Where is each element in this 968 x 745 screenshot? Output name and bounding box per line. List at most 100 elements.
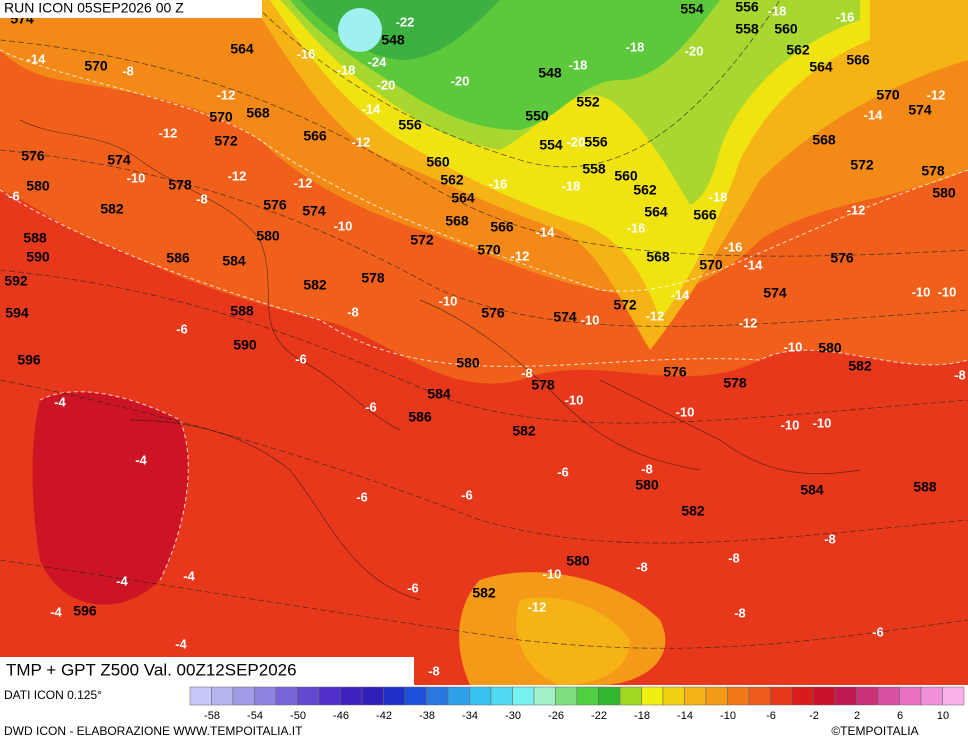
temperature-label: -14 xyxy=(27,51,47,66)
temperature-label: -8 xyxy=(954,367,966,382)
geopotential-label: 570 xyxy=(209,109,233,125)
scale-swatch xyxy=(727,686,750,706)
temperature-label: -12 xyxy=(159,125,178,140)
geopotential-label: 576 xyxy=(663,364,687,380)
scale-label: -50 xyxy=(290,710,306,722)
temperature-label: -16 xyxy=(836,9,855,24)
temperature-label: -10 xyxy=(784,339,803,354)
temperature-label: -6 xyxy=(8,188,20,203)
geopotential-label: 560 xyxy=(614,168,638,184)
geopotential-label: 578 xyxy=(921,163,945,179)
scale-swatch xyxy=(318,686,341,706)
temperature-label: -10 xyxy=(912,284,931,299)
scale-swatch xyxy=(469,686,492,706)
scale-swatch xyxy=(641,686,664,706)
scale-label: -42 xyxy=(376,710,392,722)
temperature-label: -4 xyxy=(116,573,128,588)
temperature-label: -14 xyxy=(536,224,556,239)
geopotential-label: 592 xyxy=(4,273,28,289)
scale-label: -14 xyxy=(677,710,693,722)
temperature-label: -6 xyxy=(557,464,569,479)
temperature-label: -14 xyxy=(671,287,691,302)
scale-swatch xyxy=(555,686,578,706)
geopotential-label: 576 xyxy=(21,148,45,164)
temperature-label: -14 xyxy=(864,107,884,122)
temperature-label: -18 xyxy=(562,178,581,193)
geopotential-label: 558 xyxy=(582,161,606,177)
geopotential-label: 580 xyxy=(566,553,590,569)
scale-swatch xyxy=(920,686,943,706)
temperature-label: -18 xyxy=(768,3,787,18)
scale-swatch xyxy=(275,686,298,706)
scale-swatch xyxy=(211,686,234,706)
temperature-label: -12 xyxy=(217,87,236,102)
scale-swatch xyxy=(813,686,836,706)
geopotential-label: 588 xyxy=(23,230,47,246)
temperature-label: -24 xyxy=(368,54,388,69)
temperature-label: -18 xyxy=(337,62,356,77)
geopotential-label: 582 xyxy=(472,585,496,601)
temperature-label: -10 xyxy=(334,218,353,233)
temperature-label: -16 xyxy=(627,220,646,235)
scale-label: 10 xyxy=(937,710,949,722)
geopotential-label: 576 xyxy=(830,250,854,266)
scale-label: -26 xyxy=(548,710,564,722)
scale-swatch xyxy=(662,686,685,706)
geopotential-label: 594 xyxy=(5,305,29,321)
temperature-label: -4 xyxy=(50,604,62,619)
geopotential-label: 572 xyxy=(214,133,238,149)
temperature-label: -8 xyxy=(347,304,359,319)
scale-swatch xyxy=(189,686,212,706)
geopotential-label: 578 xyxy=(723,375,747,391)
temperature-label: -8 xyxy=(824,531,836,546)
geopotential-label: 590 xyxy=(26,249,50,265)
geopotential-label: 590 xyxy=(233,337,257,353)
temperature-label: -6 xyxy=(176,321,188,336)
geopotential-label: 574 xyxy=(302,203,326,219)
geopotential-label: 570 xyxy=(84,58,108,74)
geopotential-label: 570 xyxy=(699,257,723,273)
geopotential-label: 576 xyxy=(481,305,505,321)
color-scale: -58 -54 -50 -46 -42 -38 -34 -30 -26 -22 -18 -14 -10-… xyxy=(189,686,965,722)
temperature-label: -6 xyxy=(407,580,419,595)
geopotential-label: 582 xyxy=(681,503,705,519)
scale-swatch xyxy=(834,686,857,706)
geopotential-label: 574 xyxy=(107,152,131,168)
geopotential-label: 572 xyxy=(850,157,874,173)
temperature-label: -10 xyxy=(781,417,800,432)
geopotential-label: 552 xyxy=(576,94,600,110)
scale-label: -30 xyxy=(505,710,521,722)
temperature-label: -8 xyxy=(641,461,653,476)
geopotential-label: 554 xyxy=(539,137,563,153)
scale-swatch xyxy=(340,686,363,706)
geopotential-label: 564 xyxy=(809,59,833,75)
geopotential-label: 570 xyxy=(477,242,501,258)
geopotential-label: 582 xyxy=(512,423,536,439)
geopotential-label: 586 xyxy=(408,409,432,425)
scale-swatch xyxy=(770,686,793,706)
temperature-label: -4 xyxy=(135,452,147,467)
scale-label: 6 xyxy=(897,710,903,722)
geopotential-label: 580 xyxy=(635,477,659,493)
temperature-label: -10 xyxy=(543,566,562,581)
geopotential-label: 566 xyxy=(490,219,514,235)
scale-swatch xyxy=(426,686,449,706)
geopotential-label: 574 xyxy=(553,309,577,325)
geopotential-label: 556 xyxy=(584,134,608,150)
temperature-label: -8 xyxy=(728,550,740,565)
geopotential-label: 588 xyxy=(913,479,937,495)
geopotential-label: 548 xyxy=(538,65,562,81)
geopotential-label: 588 xyxy=(230,303,254,319)
product-box xyxy=(0,657,414,685)
temperature-label: -4 xyxy=(175,636,187,651)
geopotential-label: 566 xyxy=(846,52,870,68)
scale-swatch xyxy=(619,686,642,706)
scale-swatch xyxy=(899,686,922,706)
scale-label: 2 xyxy=(854,710,860,722)
temperature-label: -10 xyxy=(676,404,695,419)
geopotential-label: 562 xyxy=(786,42,810,58)
geopotential-label: 568 xyxy=(812,132,836,148)
scale-label: -2 xyxy=(809,710,819,722)
